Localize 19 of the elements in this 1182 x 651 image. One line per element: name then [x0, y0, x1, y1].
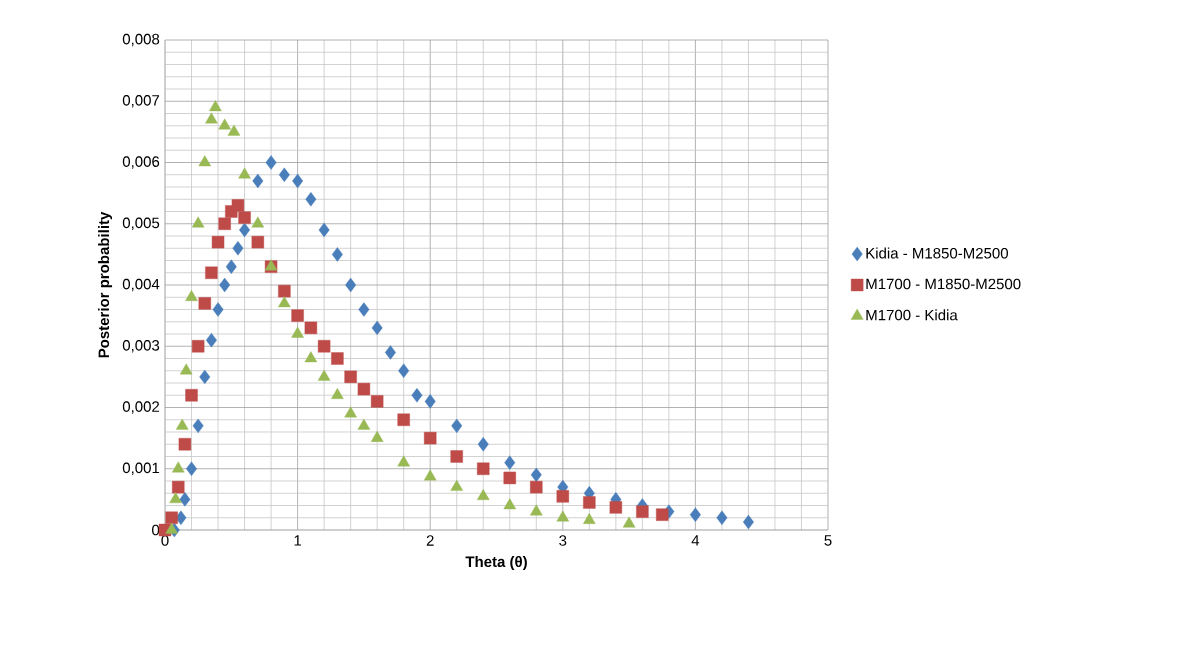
legend-label: Kidia - M1850-M2500 — [866, 247, 1008, 259]
legend-label: M1700 - Kidia — [866, 309, 958, 321]
x-tick-label: 3 — [559, 535, 567, 546]
x-tick-label: 4 — [691, 535, 700, 546]
x-tick-label: 2 — [426, 535, 434, 546]
legend-label: M1700 - M1850-M2500 — [866, 278, 1021, 290]
y-tick-label: 0,006 — [122, 156, 160, 169]
y-tick-label: 0,005 — [122, 217, 160, 230]
y-tick-label: 0 — [152, 524, 160, 536]
y-tick-label: 0,001 — [122, 462, 160, 475]
y-axis-title: Posterior probability — [98, 211, 113, 358]
y-tick-label: 0,008 — [122, 33, 160, 47]
y-tick-label: 0,007 — [122, 95, 160, 108]
x-axis-title: Theta (θ) — [465, 556, 527, 570]
y-tick-label: 0,002 — [122, 401, 160, 414]
x-tick-label: 1 — [294, 535, 302, 546]
x-tick-label: 5 — [824, 535, 832, 546]
y-tick-label: 0,004 — [122, 278, 160, 292]
y-tick-label: 0,003 — [122, 340, 160, 353]
